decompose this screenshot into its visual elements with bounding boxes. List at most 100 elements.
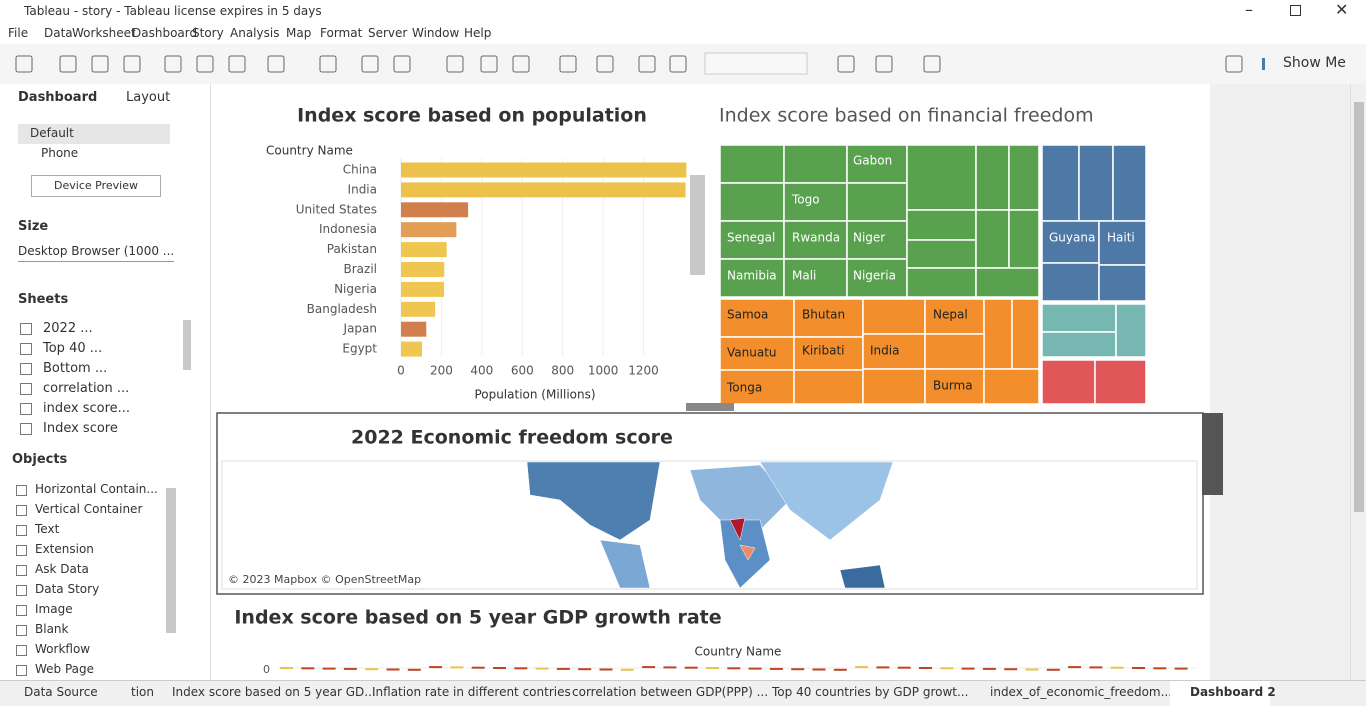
restore[interactable] xyxy=(1290,5,1301,16)
sheet-tab[interactable]: tion xyxy=(131,685,154,699)
menu-item[interactable]: Map xyxy=(286,26,312,40)
sheet-icon xyxy=(20,363,32,375)
menu-item[interactable]: File xyxy=(8,26,29,40)
object-item[interactable]: Text xyxy=(35,522,60,536)
menu-item[interactable]: Window xyxy=(412,26,460,40)
sheet-item[interactable]: Top 40 ... xyxy=(43,341,103,356)
sheet-tab[interactable]: Index score based on 5 year GD... xyxy=(172,685,376,699)
toolbar-icon xyxy=(319,55,337,73)
toolbar-icon xyxy=(59,55,77,73)
treemap-cell xyxy=(975,209,1010,269)
treemap-label: Mali xyxy=(792,269,816,283)
object-icon xyxy=(16,525,27,536)
menu-item[interactable]: Worksheet xyxy=(72,26,136,40)
menu-item[interactable]: Help xyxy=(464,26,492,40)
sheet-item[interactable]: Index score xyxy=(43,421,118,436)
canvas-margin xyxy=(1210,84,1350,680)
device-preview-button[interactable]: Device Preview xyxy=(31,175,161,197)
object-item[interactable]: Ask Data xyxy=(35,562,89,576)
sheet-icon xyxy=(20,383,32,395)
bar xyxy=(401,202,469,218)
object-item[interactable]: Data Story xyxy=(35,582,100,596)
object-item[interactable]: Workflow xyxy=(35,642,91,656)
treemap-cell xyxy=(783,144,848,184)
side-panel: Dashboard Layout Default Phone Device Previe… xyxy=(0,84,211,680)
device-item[interactable]: Default xyxy=(18,124,170,144)
treemap-cell xyxy=(1041,359,1096,405)
x-tick-label: 800 xyxy=(551,364,574,378)
sheet-icon xyxy=(20,403,32,415)
minimize[interactable]: – xyxy=(1245,0,1253,19)
sheet-item[interactable]: 2022 ... xyxy=(43,321,93,336)
sheet-tab[interactable]: index_of_economic_freedom... xyxy=(990,685,1173,699)
y-tick-label: 0 xyxy=(263,663,270,676)
menu-item[interactable]: Analysis xyxy=(230,26,280,40)
sheet-tab[interactable]: Inflation rate in different contries xyxy=(372,685,571,699)
y-tick-label: Bangladesh xyxy=(307,302,377,316)
toolbar-icon xyxy=(875,55,893,73)
toolbar-icon xyxy=(196,55,214,73)
close[interactable]: ✕ xyxy=(1335,0,1349,19)
object-item[interactable]: Extension xyxy=(35,542,94,556)
axis-label: Country Name xyxy=(266,144,353,158)
object-item[interactable]: Web Page xyxy=(35,662,95,676)
treemap-cell xyxy=(906,144,977,211)
menu-item[interactable]: Data xyxy=(44,26,73,40)
panel-tab[interactable]: Layout xyxy=(126,90,171,105)
map-region xyxy=(526,461,661,541)
toolbar-icon xyxy=(923,55,941,73)
menu-item[interactable]: Format xyxy=(320,26,363,40)
bar xyxy=(401,262,445,277)
chart-title: Index score based on 5 year GDP growth r… xyxy=(234,607,721,629)
sheet-tab[interactable]: Top 40 countries by GDP growt... xyxy=(772,685,969,699)
map-attribution: © 2023 Mapbox © OpenStreetMap xyxy=(228,573,421,586)
treemap-cell xyxy=(1011,298,1040,370)
object-icon xyxy=(16,605,27,616)
sheet-tab[interactable]: correlation between GDP(PPP) ... xyxy=(572,685,769,699)
toolbar-icon xyxy=(267,55,285,73)
treemap-label: Senegal xyxy=(727,231,775,245)
toolbar-icon xyxy=(393,55,411,73)
object-item[interactable]: Vertical Container xyxy=(35,502,143,516)
toolbar-icon xyxy=(512,55,530,73)
treemap-cell xyxy=(924,298,985,335)
scrollbar[interactable] xyxy=(1350,84,1366,680)
section-heading: Size xyxy=(18,219,49,234)
bar xyxy=(401,341,423,357)
object-item[interactable]: Image xyxy=(35,602,73,616)
treemap-cell xyxy=(1041,262,1100,302)
treemap-label: Rwanda xyxy=(792,231,840,245)
panel-tab[interactable]: Dashboard xyxy=(18,90,98,105)
y-tick-label: United States xyxy=(296,202,377,216)
object-item[interactable]: Horizontal Contain... xyxy=(35,482,158,496)
bar xyxy=(401,301,436,317)
container-toolbar xyxy=(1202,413,1223,495)
treemap-cell xyxy=(924,333,985,370)
object-item[interactable]: Blank xyxy=(35,622,69,636)
object-icon xyxy=(16,485,27,496)
sheet-item[interactable]: Bottom ... xyxy=(43,361,108,376)
map-region xyxy=(599,539,651,589)
chart-title: 2022 Economic freedom score xyxy=(351,427,673,449)
treemap-cell xyxy=(846,182,908,222)
y-tick-label: India xyxy=(348,182,377,196)
toolbar-icon xyxy=(480,55,498,73)
treemap-label: Samoa xyxy=(727,308,768,322)
menu-item[interactable]: Server xyxy=(368,26,408,40)
sheet-tab[interactable]: Dashboard 2 xyxy=(1190,685,1276,699)
toolbar-icon xyxy=(596,55,614,73)
x-tick-label: 400 xyxy=(470,364,493,378)
treemap-label: Vanuatu xyxy=(727,346,777,360)
show-me[interactable]: Show Me xyxy=(1283,55,1346,71)
sheet-item[interactable]: index score... xyxy=(43,401,131,416)
treemap-cell xyxy=(1041,331,1117,358)
treemap-label: Niger xyxy=(853,231,885,245)
window-title: Tableau - story - Tableau license expire… xyxy=(24,4,322,18)
sheet-item[interactable]: correlation ... xyxy=(43,381,130,396)
menu-item[interactable]: Story xyxy=(192,26,224,40)
size-select[interactable]: Desktop Browser (1000 ... xyxy=(18,244,174,262)
sheet-tab[interactable]: Data Source xyxy=(24,685,98,699)
object-icon xyxy=(16,585,27,596)
menu-item[interactable]: Dashboard xyxy=(132,26,198,40)
device-item[interactable]: Phone xyxy=(41,146,79,160)
